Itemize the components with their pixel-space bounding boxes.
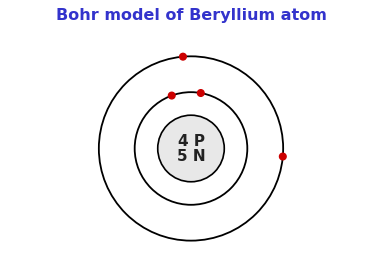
- Circle shape: [180, 53, 186, 60]
- Circle shape: [158, 115, 224, 182]
- Text: Bohr model of Beryllium atom: Bohr model of Beryllium atom: [55, 8, 327, 23]
- Text: 5 N: 5 N: [177, 149, 205, 164]
- Circle shape: [168, 92, 175, 99]
- Circle shape: [197, 90, 204, 96]
- Circle shape: [280, 153, 286, 160]
- Text: 4 P: 4 P: [178, 134, 204, 149]
